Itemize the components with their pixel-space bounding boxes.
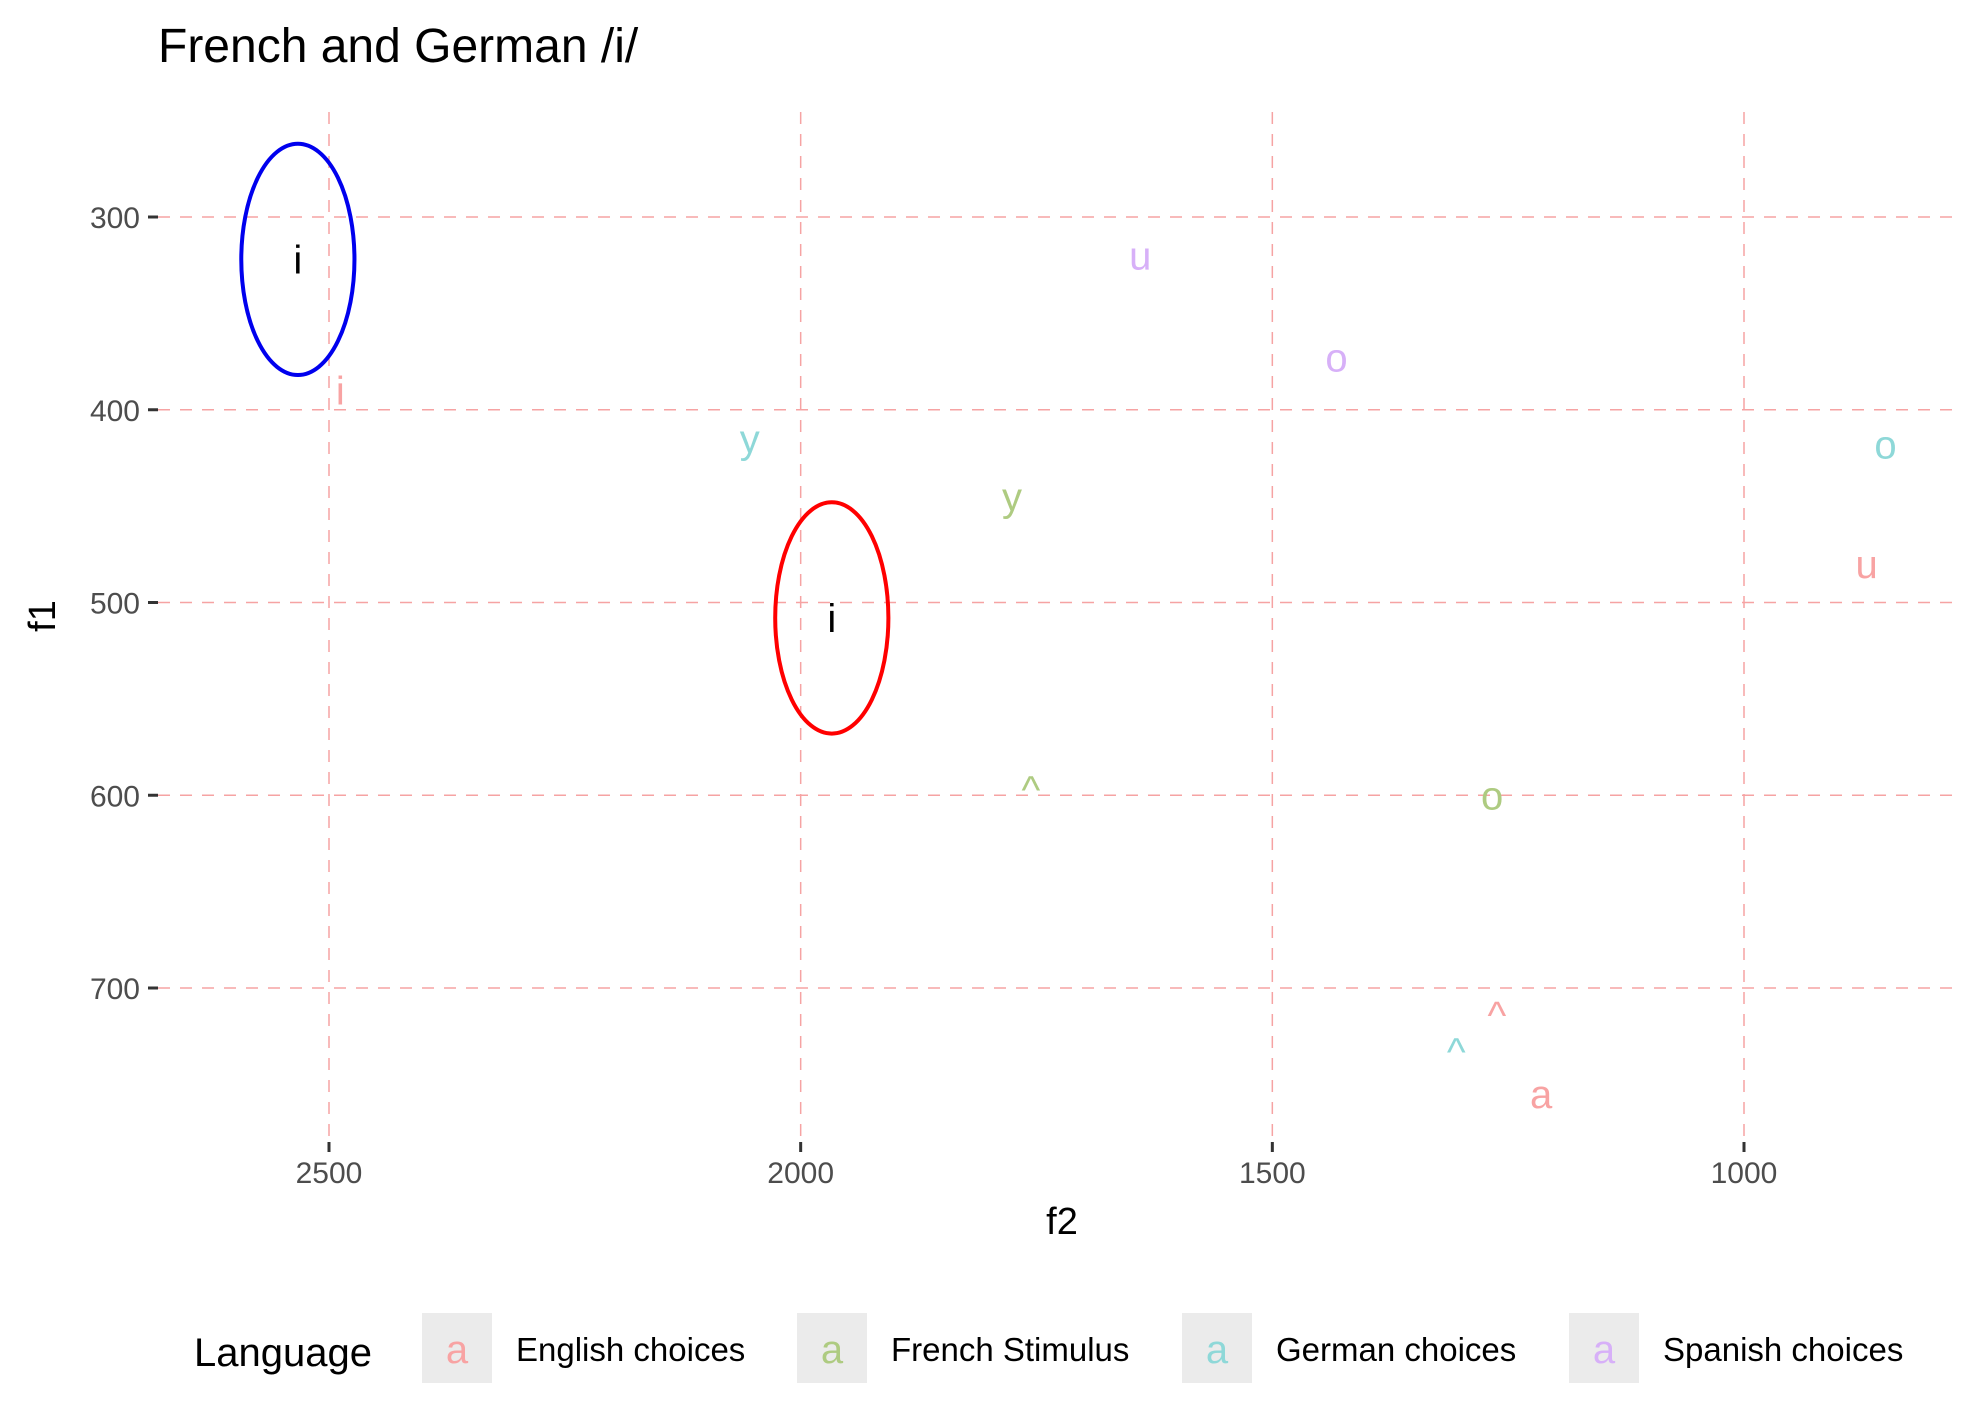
y-axis-title: f1 <box>22 600 64 632</box>
data-point: y <box>740 418 760 462</box>
data-point: u <box>1856 543 1878 587</box>
data-point: o <box>1481 774 1503 818</box>
y-tick-label: 500 <box>90 588 140 621</box>
data-point: y <box>1002 475 1022 519</box>
legend-key <box>797 1313 867 1383</box>
legend-key-glyph: a <box>1206 1328 1229 1372</box>
data-point: ^ <box>1021 768 1040 812</box>
x-axis-title: f2 <box>1046 1201 1078 1243</box>
y-tick-label: 300 <box>90 202 140 235</box>
highlight-ellipse <box>239 141 357 378</box>
legend-label: German choices <box>1276 1331 1516 1368</box>
data-point: a <box>1530 1073 1553 1117</box>
annotation-label: i <box>827 597 836 641</box>
x-tick-label: 2000 <box>767 1157 834 1190</box>
data-point: i <box>336 369 345 413</box>
data-point: o <box>1874 423 1896 467</box>
y-axis: 300 400 500 600 700 <box>90 202 158 1006</box>
legend-label: French Stimulus <box>891 1331 1129 1368</box>
ellipses: ii <box>239 141 891 736</box>
legend-key-glyph: a <box>446 1328 469 1372</box>
grid <box>158 112 1955 1142</box>
y-tick-label: 600 <box>90 780 140 813</box>
legend-key <box>422 1313 492 1383</box>
data-point: ^ <box>1487 994 1506 1038</box>
data-point: ^ <box>1447 1031 1466 1075</box>
legend-title: Language <box>194 1331 372 1375</box>
x-tick-label: 1000 <box>1711 1157 1778 1190</box>
chart-title: French and German /i/ <box>158 20 639 73</box>
data-point: u <box>1129 235 1151 279</box>
y-tick-label: 700 <box>90 973 140 1006</box>
legend-label: Spanish choices <box>1663 1331 1903 1368</box>
data-point: o <box>1325 337 1347 381</box>
legend: Language a English choices a French Stimulu… <box>194 1313 1903 1383</box>
x-tick-label: 1500 <box>1239 1157 1306 1190</box>
highlight-ellipse <box>773 500 891 736</box>
legend-key-glyph: a <box>821 1328 844 1372</box>
points: i u ^ a y ^ o y o ^ u o <box>336 235 1897 1117</box>
y-tick-label: 400 <box>90 395 140 428</box>
legend-label: English choices <box>516 1331 745 1368</box>
legend-key-glyph: a <box>1593 1328 1616 1372</box>
x-tick-label: 2500 <box>296 1157 363 1190</box>
legend-key <box>1569 1313 1639 1383</box>
x-axis: 2500 2000 1500 1000 <box>296 1142 1778 1190</box>
legend-key <box>1182 1313 1252 1383</box>
annotation-label: i <box>293 238 302 282</box>
